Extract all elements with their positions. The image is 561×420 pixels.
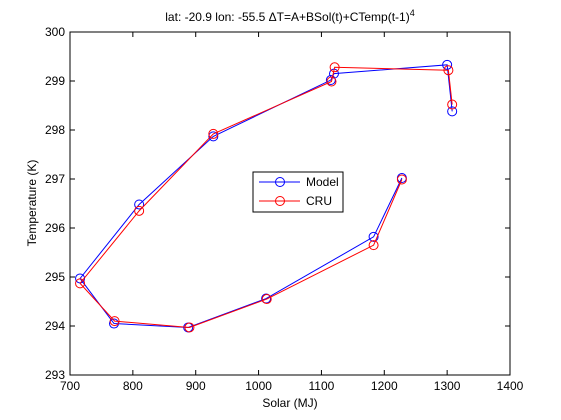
chart-title: lat: -20.9 lon: -55.5 ΔT=A+BSol(t)+CTemp… xyxy=(165,8,414,24)
y-tick-label: 296 xyxy=(45,221,65,235)
legend-label-model: Model xyxy=(306,175,339,189)
x-axis: 700 800 900 1000 1100 1200 1300 1400 xyxy=(60,32,524,393)
y-tick-label: 297 xyxy=(45,172,65,186)
data-point-cru xyxy=(396,174,407,185)
x-tick-label: 1200 xyxy=(371,379,398,393)
data-point-model xyxy=(134,199,145,210)
y-tick-label: 293 xyxy=(45,368,65,382)
data-point-cru xyxy=(75,278,86,289)
x-tick-label: 900 xyxy=(186,379,206,393)
x-tick-label: 700 xyxy=(60,379,80,393)
x-axis-title: Solar (MJ) xyxy=(262,396,317,410)
series-line-cru xyxy=(79,66,453,328)
x-tick-label: 1400 xyxy=(497,379,524,393)
x-tick-label: 1300 xyxy=(434,379,461,393)
y-tick-label: 300 xyxy=(45,25,65,39)
y-axis-title: Temperature (K) xyxy=(25,160,39,247)
legend-marker-model xyxy=(275,177,285,187)
data-point-model xyxy=(442,59,453,70)
legend-box xyxy=(252,171,344,213)
series-layer xyxy=(75,59,458,333)
x-tick-label: 800 xyxy=(123,379,143,393)
data-point-cru xyxy=(184,322,195,333)
data-point-cru xyxy=(443,65,454,76)
data-point-cru xyxy=(447,99,458,110)
y-tick-label: 298 xyxy=(45,123,65,137)
legend-label-cru: CRU xyxy=(306,194,332,208)
legend: Model CRU xyxy=(252,171,344,213)
data-point-model xyxy=(447,106,458,117)
data-point-cru xyxy=(208,128,219,139)
data-point-model xyxy=(208,131,219,142)
data-point-cru xyxy=(326,76,337,87)
series-model xyxy=(75,59,458,333)
x-tick-label: 1100 xyxy=(309,379,335,393)
data-point-cru xyxy=(329,62,340,73)
data-point-model xyxy=(368,231,379,242)
data-point-cru xyxy=(261,294,272,305)
legend-marker-cru xyxy=(275,196,285,206)
chart-title-main: lat: -20.9 lon: -55.5 ΔT=A+BSol(t)+CTemp… xyxy=(165,10,409,24)
y-tick-label: 299 xyxy=(45,74,65,88)
series-line-model xyxy=(79,64,453,328)
series-cru xyxy=(75,62,458,333)
y-tick-label: 294 xyxy=(45,319,65,333)
y-axis: 293 294 295 296 297 298 299 300 xyxy=(45,25,510,382)
y-tick-label: 295 xyxy=(45,270,65,284)
data-point-cru xyxy=(109,316,120,327)
data-point-cru xyxy=(368,240,379,251)
x-tick-label: 1000 xyxy=(245,379,272,393)
data-point-cru xyxy=(134,205,145,216)
chart-title-superscript: 4 xyxy=(410,8,415,18)
